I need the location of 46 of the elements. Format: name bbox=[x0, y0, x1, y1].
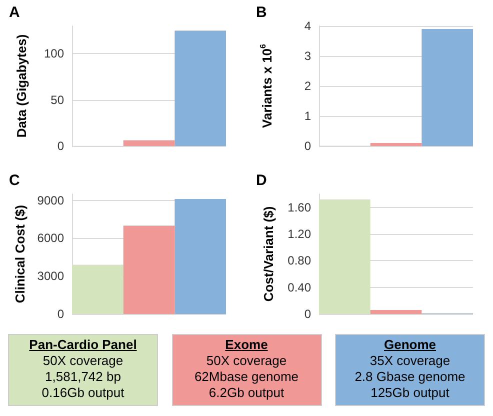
y-tick-label: 0 bbox=[304, 139, 312, 153]
y-tick-label: 100 bbox=[44, 46, 64, 61]
y-axis-title: Cost/Variant ($) bbox=[261, 206, 276, 302]
chart-title: A bbox=[9, 4, 20, 21]
y-tick-label: 0.80 bbox=[288, 254, 312, 268]
bar bbox=[72, 264, 124, 314]
bar bbox=[123, 140, 175, 146]
y-tick-label: 4 bbox=[304, 19, 312, 33]
text: 125Gb output bbox=[370, 385, 450, 401]
y-axis-title: Clinical Cost ($) bbox=[12, 204, 28, 304]
y-tick-label: 1 bbox=[304, 109, 312, 123]
y-tick-label: 0.40 bbox=[288, 280, 312, 294]
text: 2.8 Gbase genome bbox=[354, 369, 466, 385]
bar bbox=[174, 199, 226, 314]
y-tick-label: 0 bbox=[57, 139, 64, 153]
text: Pan-Cardio Panel bbox=[28, 337, 138, 353]
bar bbox=[174, 30, 226, 146]
text: Genome bbox=[382, 337, 437, 353]
text: 62Mbase genome bbox=[193, 369, 300, 385]
y-tick-label: 3000 bbox=[37, 269, 64, 284]
text: 35X coverage bbox=[368, 353, 452, 369]
text: 1,581,742 bp bbox=[44, 369, 122, 385]
bar bbox=[370, 143, 422, 146]
text: 50X coverage bbox=[42, 353, 124, 369]
chart-title: B bbox=[256, 4, 267, 21]
bar bbox=[319, 199, 370, 314]
y-tick-label: 3 bbox=[304, 49, 312, 63]
chart-title: C bbox=[9, 172, 20, 189]
y-tick-label: 6000 bbox=[37, 231, 64, 246]
y-tick-label: 1.20 bbox=[288, 227, 312, 241]
text: Exome bbox=[224, 337, 269, 353]
text: 6.2Gb output bbox=[208, 385, 286, 401]
y-tick-label: 50 bbox=[50, 92, 64, 107]
y-tick-label: 0 bbox=[304, 307, 312, 321]
y-tick-label: 2 bbox=[304, 79, 312, 93]
bar bbox=[370, 310, 422, 314]
text: 50X coverage bbox=[205, 353, 288, 369]
chart-title: D bbox=[256, 172, 267, 189]
y-tick-label: 0 bbox=[57, 307, 64, 321]
y-axis-title: Data (Gigabytes) bbox=[14, 34, 29, 138]
bar bbox=[422, 29, 473, 146]
bar bbox=[123, 226, 175, 314]
y-tick-label: 9000 bbox=[37, 193, 64, 208]
text: 0.16Gb output bbox=[40, 385, 126, 401]
y-tick-label: 1.60 bbox=[288, 200, 312, 214]
y-axis-title: Variants x 106 bbox=[258, 43, 274, 128]
